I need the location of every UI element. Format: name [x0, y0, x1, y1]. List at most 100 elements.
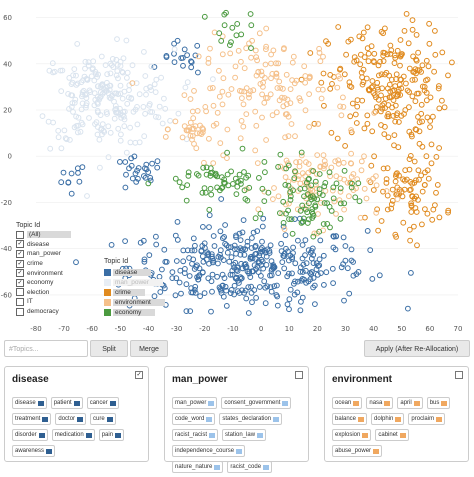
filter-checkbox[interactable] — [16, 297, 24, 306]
filter-checkbox[interactable] — [16, 307, 24, 316]
filter-checkbox[interactable]: ✓ — [16, 249, 24, 258]
point-environment — [269, 112, 276, 119]
point-crime — [398, 85, 405, 92]
color-legend-item[interactable]: economy — [104, 307, 165, 317]
topic-filter-item[interactable]: election — [16, 288, 98, 298]
apply-button[interactable]: Apply (After Re-Allocation) — [364, 340, 470, 357]
panel-checkbox[interactable] — [295, 371, 303, 379]
word-label: cabinet — [378, 432, 398, 438]
point-environment — [199, 125, 206, 132]
topic-word-chip[interactable]: bus — [426, 397, 451, 409]
point-environment — [315, 86, 322, 93]
point-disease — [262, 284, 269, 291]
x-tick-label: 70 — [454, 325, 463, 333]
point-environment — [371, 110, 378, 116]
topic-filter-item[interactable]: ✓ disease — [16, 240, 98, 250]
point-disease — [252, 242, 259, 249]
topic-word-chip[interactable]: nature_nature — [172, 461, 224, 473]
point-man-power — [143, 91, 149, 98]
point-man-power — [124, 69, 131, 76]
point-disease — [234, 264, 241, 271]
y-tick-label: 40 — [3, 60, 12, 68]
topic-filter-item[interactable]: ✓ economy — [16, 278, 98, 288]
split-button[interactable]: Split — [90, 340, 128, 357]
point-man-power — [90, 58, 97, 65]
point-disease — [286, 257, 292, 264]
filter-checkbox[interactable] — [16, 288, 24, 297]
point-crime — [428, 160, 435, 167]
point-man-power — [91, 77, 98, 84]
topic-word-chip[interactable]: station_law — [222, 429, 267, 441]
point-crime — [392, 118, 399, 125]
color-legend-item[interactable]: environment — [104, 297, 165, 307]
topic-word-chip[interactable]: independence_course — [172, 445, 246, 457]
point-disease — [218, 287, 224, 294]
point-economy — [330, 184, 337, 191]
topic-word-chip[interactable]: dolphin — [371, 413, 405, 425]
topic-word-chip[interactable]: balance — [332, 413, 368, 425]
topic-filter-item[interactable]: (All) — [16, 230, 98, 240]
point-crime — [357, 61, 364, 68]
merge-button[interactable]: Merge — [130, 340, 168, 357]
panel-checkbox[interactable] — [455, 371, 463, 379]
topic-filter-item[interactable]: IT — [16, 297, 98, 307]
topic-word-chip[interactable]: cure — [90, 413, 116, 425]
topic-word-chip[interactable]: medication — [51, 429, 95, 441]
topic-word-chip[interactable]: nasa — [366, 397, 394, 409]
point-crime — [411, 158, 418, 165]
topics-input[interactable]: #Topics... — [4, 340, 88, 357]
color-legend-item[interactable]: crime — [104, 287, 165, 297]
panel-checkbox[interactable]: ✓ — [135, 371, 143, 379]
point-disease — [223, 287, 230, 294]
point-crime — [412, 98, 419, 105]
topic-word-chip[interactable]: abuse_power — [332, 445, 383, 457]
point-crime — [394, 170, 400, 177]
filter-checkbox[interactable] — [16, 230, 24, 239]
color-legend-item[interactable]: man_power — [104, 277, 165, 287]
topic-word-chip[interactable]: ocean — [332, 397, 363, 409]
word-label: april — [400, 400, 412, 406]
topic-word-chip[interactable]: treatment — [12, 413, 52, 425]
topic-word-chip[interactable]: cabinet — [375, 429, 409, 441]
topic-filter-item[interactable]: ✓ man_power — [16, 249, 98, 259]
filter-checkbox[interactable]: ✓ — [16, 259, 24, 268]
point-crime — [423, 77, 429, 84]
point-man-power — [77, 128, 84, 135]
point-man-power — [71, 124, 78, 131]
topic-word-chip[interactable]: code_word — [172, 413, 216, 425]
topic-word-chip[interactable]: consent_government — [221, 397, 292, 409]
color-legend-item[interactable]: disease — [104, 267, 165, 277]
topic-filter-item[interactable]: ✓ environment — [16, 268, 98, 278]
filter-checkbox[interactable]: ✓ — [16, 269, 24, 278]
topic-word-chip[interactable]: patient — [50, 397, 83, 409]
topic-word-chip[interactable]: proclaim — [408, 413, 446, 425]
topic-filter-item[interactable]: ✓ crime — [16, 259, 98, 269]
filter-checkbox[interactable]: ✓ — [16, 240, 24, 249]
point-crime — [445, 72, 451, 79]
topic-word-chip[interactable]: doctor — [55, 413, 87, 425]
point-economy — [206, 206, 213, 213]
topic-word-chip[interactable]: racist_racist — [172, 429, 219, 441]
filter-checkbox[interactable]: ✓ — [16, 278, 24, 287]
topic-word-chip[interactable]: april — [397, 397, 423, 409]
topic-word-chip[interactable]: states_declaration — [219, 413, 283, 425]
topic-word-chip[interactable]: pain — [98, 429, 125, 441]
x-tick-label: -40 — [143, 325, 154, 333]
point-crime — [335, 24, 342, 30]
topic-word-chip[interactable]: cancer — [86, 397, 119, 409]
point-environment — [361, 185, 368, 192]
point-disease — [171, 40, 178, 47]
topic-filter-item[interactable]: democracy — [16, 307, 98, 317]
topic-word-chip[interactable]: explosion — [332, 429, 372, 441]
point-disease — [187, 308, 194, 315]
point-economy — [314, 196, 321, 203]
point-disease — [205, 275, 212, 282]
point-crime — [378, 92, 384, 99]
topic-word-chip[interactable]: racist_code — [227, 461, 273, 473]
point-environment — [239, 95, 245, 101]
topic-word-chip[interactable]: disease — [12, 397, 47, 409]
topic-word-chip[interactable]: awareness — [12, 445, 56, 457]
topic-word-chip[interactable]: disorder — [12, 429, 48, 441]
topic-word-chip[interactable]: man_power — [172, 397, 218, 409]
point-environment — [297, 97, 304, 104]
